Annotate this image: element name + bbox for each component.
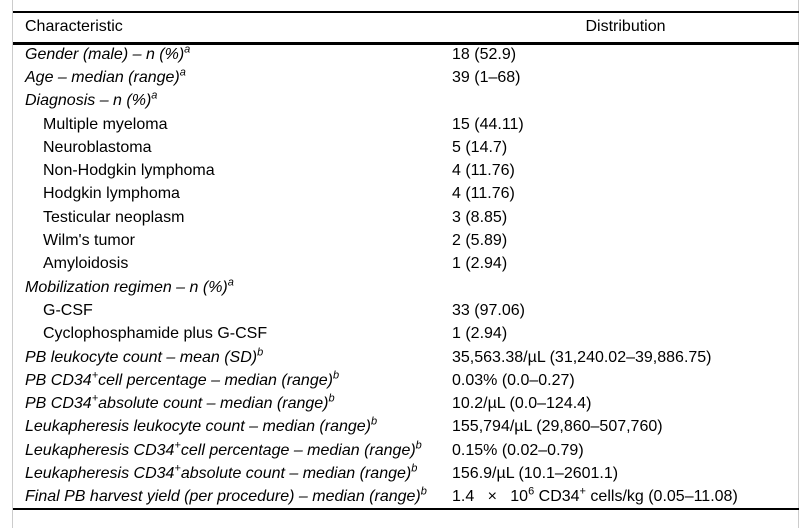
distribution-cell: 4 (11.76) <box>452 162 515 180</box>
distribution-cell: 155,794/µL (29,860–507,760) <box>452 418 663 436</box>
table-row: Testicular neoplasm 3 (8.85) <box>13 206 799 229</box>
superscript: b <box>411 462 418 475</box>
column-header-distribution: Distribution <box>452 12 799 45</box>
distribution-cell: 0.03% (0.0–0.27) <box>452 371 575 389</box>
distribution-cell: 0.15% (0.02–0.79) <box>452 441 584 459</box>
characteristic-cell: Final PB harvest yield (per procedure) –… <box>25 485 427 505</box>
table-body: Gender (male) – n (%)a 18 (52.9) Age – med… <box>13 43 799 509</box>
characteristic-cell: Non-Hodgkin lymphoma <box>43 162 215 180</box>
superscript: + <box>174 439 181 452</box>
table-row: Mobilization regimen – n (%)a <box>13 276 799 299</box>
superscript: a <box>151 89 158 102</box>
distribution-cell: 10.2/µL (0.0–124.4) <box>452 395 592 413</box>
table-row: Wilm's tumor 2 (5.89) <box>13 229 799 252</box>
characteristic-cell: PB leukocyte count – mean (SD)b <box>25 346 264 366</box>
characteristic-cell: Cyclophosphamide plus G-CSF <box>43 325 268 343</box>
table-row: Neuroblastoma 5 (14.7) <box>13 136 799 159</box>
patient-characteristics-table: Characteristic Distribution Gender (male… <box>13 11 799 510</box>
distribution-cell: 4 (11.76) <box>452 185 515 203</box>
characteristic-cell: Leukapheresis CD34+absolute count – medi… <box>25 462 418 482</box>
distribution-cell: 1.4 × 106 CD34+ cells/kg (0.05–11.08) <box>452 485 738 505</box>
superscript: + <box>579 485 586 498</box>
superscript: + <box>91 392 99 405</box>
distribution-cell: 18 (52.9) <box>452 46 517 64</box>
distribution-cell: 3 (8.85) <box>452 208 508 226</box>
table-row: Leukapheresis CD34+cell percentage – med… <box>13 439 799 462</box>
superscript: a <box>184 44 191 57</box>
table-row: Hodgkin lymphoma 4 (11.76) <box>13 183 799 206</box>
header-row: Characteristic Distribution <box>13 12 799 45</box>
table-row: Leukapheresis CD34+absolute count – medi… <box>13 462 799 485</box>
characteristic-cell: Multiple myeloma <box>43 115 168 133</box>
superscript: b <box>370 416 378 429</box>
distribution-cell: 1 (2.94) <box>452 255 508 273</box>
characteristic-cell: Gender (male) – n (%)a <box>25 44 191 64</box>
superscript: a <box>227 276 234 289</box>
table-header: Characteristic Distribution <box>13 12 799 45</box>
characteristic-cell: Leukapheresis leukocyte count – median (… <box>25 416 378 436</box>
characteristic-cell: Wilm's tumor <box>43 232 135 250</box>
characteristic-cell: Testicular neoplasm <box>43 208 185 226</box>
distribution-cell: 1 (2.94) <box>452 325 508 343</box>
superscript: b <box>415 439 422 452</box>
table-row: Amyloidosis 1 (2.94) <box>13 253 799 276</box>
distribution-cell: 5 (14.7) <box>452 138 508 156</box>
distribution-cell: 39 (1–68) <box>452 68 521 86</box>
superscript: b <box>328 392 335 405</box>
characteristic-cell: PB CD34+cell percentage – median (range)… <box>25 369 340 389</box>
superscript: b <box>420 485 427 498</box>
distribution-cell <box>452 90 799 113</box>
table-row: G-CSF 33 (97.06) <box>13 299 799 322</box>
distribution-cell: 2 (5.89) <box>452 232 508 250</box>
characteristic-cell: Neuroblastoma <box>43 138 152 156</box>
table-row: PB CD34+cell percentage – median (range)… <box>13 369 799 392</box>
table-row: PB CD34+absolute count – median (range)b… <box>13 392 799 415</box>
distribution-cell: 15 (44.11) <box>452 115 524 133</box>
characteristic-cell: Amyloidosis <box>43 255 129 273</box>
distribution-cell: 156.9/µL (10.1–2601.1) <box>452 464 619 482</box>
distribution-cell: 33 (97.06) <box>452 301 525 319</box>
table-row: Diagnosis – n (%)a <box>13 90 799 113</box>
characteristic-cell: Mobilization regimen – n (%)a <box>25 276 234 296</box>
table-row: Multiple myeloma 15 (44.11) <box>13 113 799 136</box>
column-header-characteristic: Characteristic <box>13 12 452 45</box>
table-row: Gender (male) – n (%)a 18 (52.9) <box>13 43 799 66</box>
distribution-cell <box>452 276 799 299</box>
superscript: + <box>174 462 181 475</box>
superscript: b <box>257 346 264 359</box>
characteristic-cell: G-CSF <box>43 301 93 319</box>
characteristic-cell: Diagnosis – n (%)a <box>25 89 158 110</box>
table-row: Leukapheresis leukocyte count – median (… <box>13 416 799 439</box>
superscript: b <box>332 369 340 382</box>
distribution-cell: 35,563.38/µL (31,240.02–39,886.75) <box>452 348 712 366</box>
superscript: + <box>91 369 99 382</box>
characteristic-cell: Hodgkin lymphoma <box>43 185 180 203</box>
table-row: PB leukocyte count – mean (SD)b 35,563.38… <box>13 346 799 369</box>
characteristic-cell: Age – median (range)a <box>25 66 186 86</box>
table-row: Non-Hodgkin lymphoma 4 (11.76) <box>13 159 799 182</box>
superscript: a <box>179 66 186 79</box>
table-row: Age – median (range)a 39 (1–68) <box>13 66 799 89</box>
characteristic-cell: Leukapheresis CD34+cell percentage – med… <box>25 439 422 459</box>
superscript: 6 <box>528 485 535 498</box>
table-row: Cyclophosphamide plus G-CSF 1 (2.94) <box>13 323 799 346</box>
characteristic-cell: PB CD34+absolute count – median (range)b <box>25 392 335 413</box>
table-row: Final PB harvest yield (per procedure) –… <box>13 486 799 509</box>
